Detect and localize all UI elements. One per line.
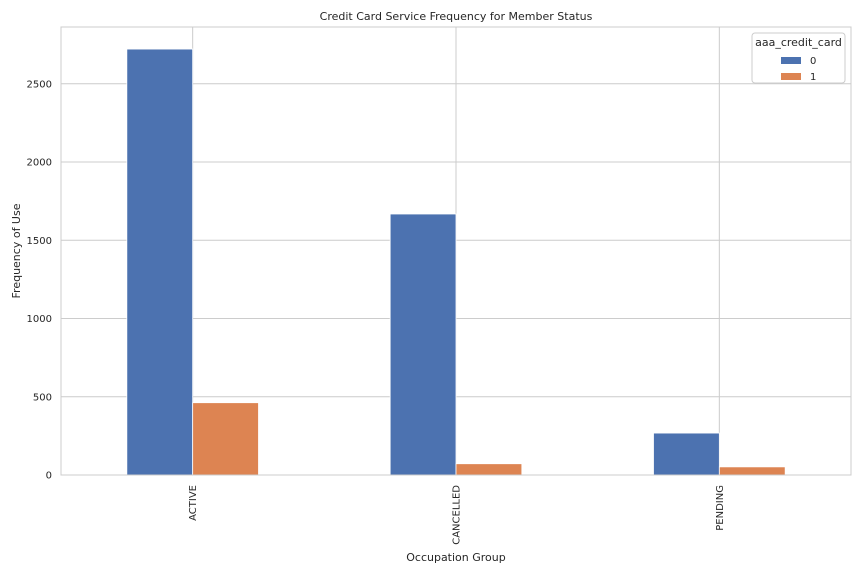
x-tick-label: PENDING	[715, 485, 726, 531]
y-tick-labels: 0 500 1000 1500 2000 2500	[27, 79, 52, 481]
bars	[126, 48, 786, 476]
y-tick-label: 1000	[27, 314, 52, 325]
y-tick-label: 500	[33, 392, 52, 403]
y-tick-label: 2500	[27, 79, 52, 90]
bar-active-series-1	[192, 402, 259, 476]
legend-swatch-0	[781, 57, 801, 64]
bar-active-series-0	[126, 48, 194, 476]
legend-swatch-1	[781, 73, 801, 80]
x-tick-label: CANCELLED	[452, 485, 463, 545]
bar-pending-series-0	[653, 432, 720, 476]
legend-label-0: 0	[810, 56, 816, 67]
y-tick-label: 0	[46, 471, 52, 482]
x-axis-label: Occupation Group	[406, 551, 506, 564]
x-tick-label: ACTIVE	[188, 485, 199, 521]
plot-frame	[60, 26, 852, 476]
bar-cancelled-series-0	[389, 213, 457, 476]
legend: aaa_credit_card 01	[751, 32, 846, 84]
legend-entries: 01	[781, 56, 816, 83]
y-tick-label: 2000	[27, 158, 52, 169]
y-axis-label: Frequency of Use	[10, 203, 23, 298]
y-tick-label: 1500	[27, 236, 52, 247]
legend-title: aaa_credit_card	[755, 36, 842, 49]
x-tick-labels: ACTIVE CANCELLED PENDING	[188, 485, 726, 545]
chart-title: Credit Card Service Frequency for Member…	[320, 10, 593, 23]
bar-pending-series-1	[718, 466, 786, 476]
legend-label-1: 1	[810, 72, 816, 83]
bar-cancelled-series-1	[455, 463, 523, 476]
